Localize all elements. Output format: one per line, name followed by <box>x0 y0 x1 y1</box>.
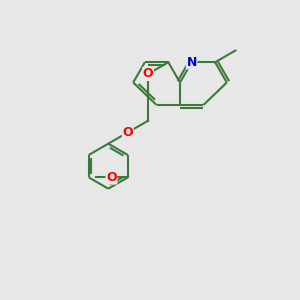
Text: O: O <box>143 68 153 80</box>
Text: N: N <box>187 56 197 69</box>
Text: O: O <box>122 126 133 139</box>
Text: O: O <box>106 171 117 184</box>
